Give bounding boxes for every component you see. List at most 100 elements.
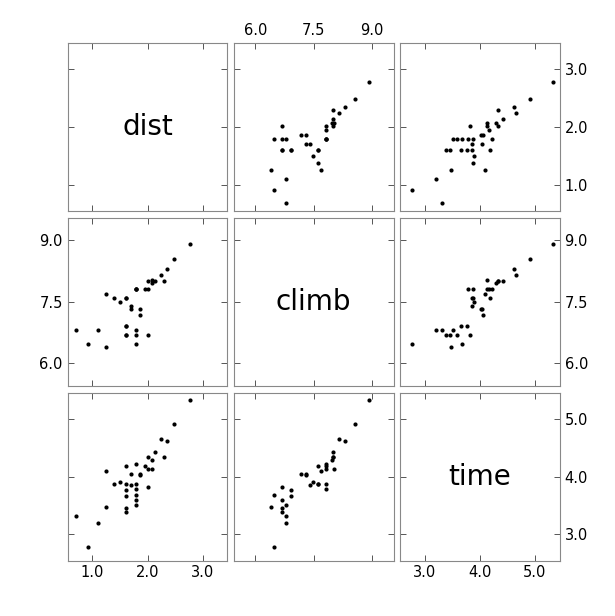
Point: [285, 485, 295, 495]
Point: [482, 283, 492, 293]
Point: [477, 304, 487, 314]
Point: [143, 330, 153, 340]
Point: [131, 490, 141, 500]
Point: [511, 270, 521, 280]
Point: [169, 419, 179, 429]
Point: [328, 452, 338, 462]
Point: [282, 134, 292, 144]
Point: [277, 507, 287, 517]
Point: [547, 78, 557, 87]
Point: [296, 129, 306, 139]
Point: [121, 461, 131, 471]
Point: [469, 151, 479, 161]
Point: [126, 469, 136, 479]
Point: [456, 321, 466, 331]
Point: [509, 102, 518, 111]
Point: [511, 108, 521, 118]
Point: [446, 342, 456, 352]
Point: [339, 102, 349, 111]
Point: [93, 518, 103, 528]
Point: [285, 491, 295, 501]
Point: [269, 134, 279, 144]
Point: [147, 278, 157, 288]
Point: [468, 134, 478, 144]
Text: time: time: [448, 463, 511, 490]
Point: [131, 459, 141, 469]
Point: [316, 166, 326, 176]
Point: [277, 145, 287, 155]
Point: [147, 275, 157, 285]
Point: [131, 283, 141, 293]
Point: [185, 395, 195, 405]
Point: [442, 145, 451, 155]
Point: [121, 491, 131, 501]
Point: [121, 503, 131, 513]
Point: [147, 464, 157, 474]
Point: [458, 134, 467, 144]
Point: [121, 485, 131, 495]
Point: [322, 121, 331, 131]
Point: [482, 118, 492, 128]
Point: [93, 325, 103, 335]
Point: [442, 330, 451, 340]
Point: [301, 129, 311, 139]
Point: [131, 339, 141, 349]
Point: [327, 118, 336, 128]
Point: [312, 479, 322, 489]
Point: [156, 270, 166, 280]
Point: [330, 464, 339, 474]
Point: [269, 543, 279, 553]
Point: [135, 470, 145, 480]
Point: [109, 479, 119, 489]
Point: [485, 145, 494, 155]
Point: [445, 145, 455, 155]
Point: [135, 304, 145, 314]
Point: [364, 395, 374, 405]
Point: [467, 301, 477, 310]
Point: [322, 461, 331, 471]
Point: [140, 283, 149, 293]
Point: [463, 283, 473, 293]
Text: climb: climb: [276, 288, 351, 316]
Point: [277, 121, 287, 131]
Point: [312, 158, 322, 168]
Point: [467, 293, 477, 302]
Point: [312, 145, 322, 155]
Point: [101, 289, 111, 299]
Point: [71, 325, 81, 335]
Point: [494, 276, 504, 286]
Point: [131, 325, 141, 335]
Point: [494, 121, 504, 131]
Point: [159, 452, 169, 462]
Point: [131, 495, 141, 505]
Point: [350, 419, 360, 429]
Point: [322, 134, 331, 144]
Point: [322, 134, 331, 144]
Point: [305, 480, 315, 490]
Point: [485, 283, 494, 293]
Point: [277, 495, 287, 505]
Point: [477, 139, 487, 149]
Point: [491, 118, 501, 128]
Point: [159, 276, 169, 286]
Point: [131, 283, 141, 293]
Point: [467, 145, 477, 155]
Point: [525, 254, 534, 264]
Point: [121, 330, 131, 340]
Point: [312, 479, 322, 489]
Point: [462, 321, 472, 331]
Point: [477, 304, 486, 314]
Point: [322, 464, 331, 474]
Point: [131, 330, 141, 340]
Point: [328, 447, 338, 457]
Point: [147, 455, 157, 464]
Point: [301, 469, 311, 479]
Point: [285, 145, 295, 155]
Point: [316, 466, 326, 476]
Point: [477, 129, 486, 139]
Point: [305, 139, 315, 149]
Point: [445, 330, 455, 340]
Point: [143, 452, 153, 462]
Point: [150, 447, 160, 457]
Point: [131, 484, 141, 494]
